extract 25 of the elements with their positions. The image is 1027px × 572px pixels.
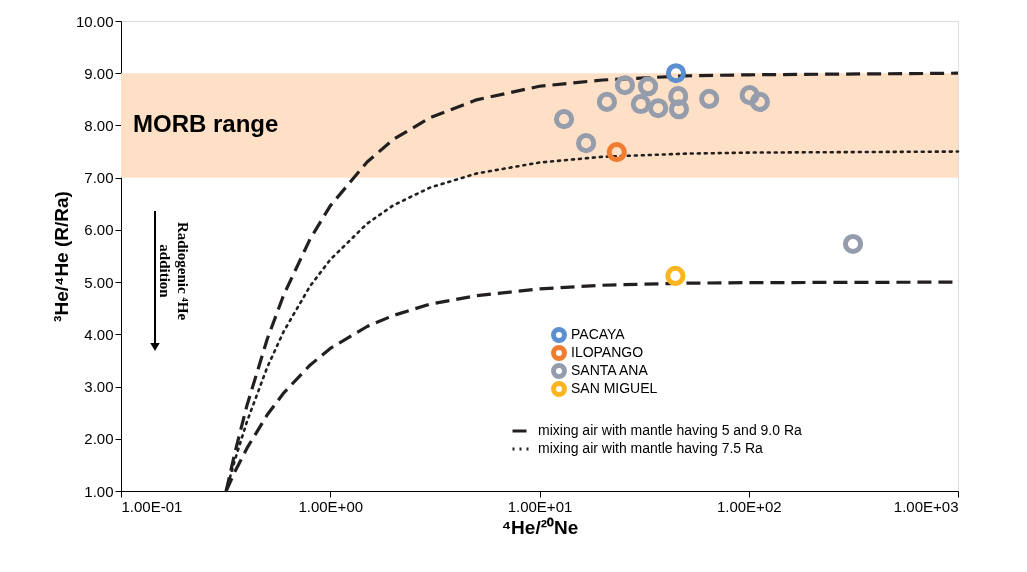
band-label: MORB range bbox=[133, 110, 279, 138]
y-tick-label: 7.00 bbox=[84, 169, 114, 187]
x-tick-label: 1.00E-01 bbox=[121, 497, 183, 515]
y-axis-title: ³He/⁴He (R/Ra) bbox=[50, 191, 72, 322]
y-tick-label: 2.00 bbox=[84, 430, 114, 448]
x-tick-label: 1.00E+03 bbox=[893, 497, 959, 515]
legend-label: mixing air with mantle having 5 and 9.0 Ra bbox=[538, 422, 803, 438]
legend-label: mixing air with mantle having 7.5 Ra bbox=[538, 440, 764, 456]
legend-label: SAN MIGUEL bbox=[571, 380, 658, 396]
y-tick-label: 10.00 bbox=[75, 12, 114, 30]
y-tick-label: 3.00 bbox=[84, 378, 114, 396]
legend-label: PACAYA bbox=[571, 326, 626, 342]
x-tick-label: 1.00E+01 bbox=[507, 497, 573, 515]
y-tick-label: 1.00 bbox=[84, 482, 114, 500]
y-tick-label: 8.00 bbox=[84, 116, 114, 134]
y-tick-label: 5.00 bbox=[84, 273, 114, 291]
legend-label: ILOPANGO bbox=[571, 344, 644, 360]
legend-label: SANTA ANA bbox=[571, 362, 649, 378]
x-axis-title: ⁴He/²⁰Ne bbox=[501, 516, 579, 538]
y-tick-label: 4.00 bbox=[84, 325, 114, 343]
annotation: Radiogenic ⁴He addition bbox=[157, 221, 191, 321]
x-tick-label: 1.00E+02 bbox=[716, 497, 782, 515]
y-tick-label: 9.00 bbox=[84, 64, 114, 82]
x-tick-label: 1.00E+00 bbox=[298, 497, 364, 515]
y-tick-label: 6.00 bbox=[84, 221, 114, 239]
